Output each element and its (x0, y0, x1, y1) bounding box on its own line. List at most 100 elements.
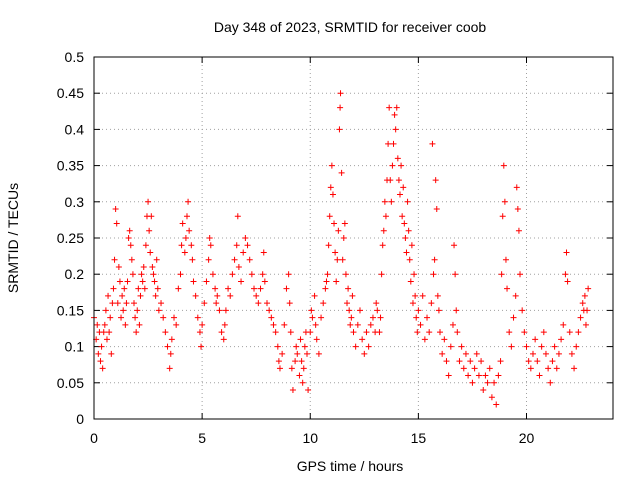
data-point (261, 278, 268, 285)
data-point (136, 321, 143, 328)
data-point (199, 321, 206, 328)
data-point (337, 104, 344, 111)
data-point (465, 372, 472, 379)
data-point (322, 285, 329, 292)
data-point (99, 365, 106, 372)
data-point (103, 336, 110, 343)
data-point (177, 271, 184, 278)
y-tick-label: 0.15 (57, 302, 84, 318)
data-point (350, 329, 357, 336)
data-point (393, 104, 400, 111)
data-point (138, 271, 145, 278)
data-point (171, 314, 178, 321)
data-point (212, 285, 219, 292)
data-point (214, 292, 221, 299)
data-point (131, 300, 138, 307)
data-point (244, 242, 251, 249)
data-point (251, 285, 258, 292)
data-point (378, 271, 385, 278)
data-point (216, 307, 223, 314)
data-point (312, 321, 319, 328)
data-point (102, 307, 109, 314)
data-point (577, 314, 584, 321)
data-point (346, 307, 353, 314)
data-point (493, 401, 500, 408)
data-point (196, 329, 203, 336)
data-point (325, 242, 332, 249)
y-tick-label: 0.3 (65, 194, 85, 210)
data-point (335, 227, 342, 234)
data-point (469, 379, 476, 386)
data-point (206, 235, 213, 241)
data-point (497, 358, 504, 365)
y-tick-label: 0.35 (57, 158, 84, 174)
data-point (337, 90, 344, 97)
data-point (443, 358, 450, 365)
data-point (495, 372, 502, 379)
data-point (207, 242, 214, 249)
data-point (218, 329, 225, 336)
data-point (134, 307, 141, 314)
data-point (527, 365, 534, 372)
data-point (292, 358, 299, 365)
data-point (192, 292, 199, 299)
data-point (363, 329, 370, 336)
data-point (313, 336, 320, 343)
data-point (582, 321, 589, 328)
data-point (112, 206, 119, 213)
data-point (286, 300, 293, 307)
data-point (185, 198, 192, 205)
data-point (166, 365, 173, 372)
data-point (432, 177, 439, 184)
data-point (585, 285, 592, 292)
data-point (551, 343, 558, 350)
x-tick-label: 5 (198, 430, 206, 446)
y-tick-label: 0.05 (57, 375, 84, 391)
x-tick-label: 20 (519, 430, 535, 446)
data-point (331, 220, 338, 227)
data-point (500, 162, 507, 169)
y-tick-label: 0 (76, 411, 84, 427)
data-point (164, 343, 171, 350)
data-point (447, 343, 454, 350)
data-point (498, 271, 505, 278)
data-point (179, 220, 186, 227)
data-point (116, 278, 123, 285)
data-point (141, 285, 148, 292)
data-point (356, 307, 363, 314)
axis-ticks: 0 0.05 0.1 0.15 0.2 0.25 0.3 0.35 0.4 0.45 0.5 0 5 10… (57, 49, 613, 446)
data-point (304, 350, 311, 357)
data-point (573, 343, 580, 350)
data-point (105, 292, 112, 299)
data-point (246, 256, 253, 263)
data-point (519, 307, 526, 314)
data-point (536, 372, 543, 379)
data-point (501, 198, 508, 205)
data-point (311, 292, 318, 299)
data-point (182, 235, 189, 241)
data-point (158, 300, 165, 307)
data-point (242, 235, 249, 241)
data-point (396, 191, 403, 198)
data-point (328, 162, 335, 169)
data-point (201, 300, 208, 307)
data-point (162, 329, 169, 336)
data-point (484, 379, 491, 386)
data-point (213, 300, 220, 307)
data-point (248, 271, 255, 278)
data-point (553, 365, 560, 372)
data-point (377, 314, 384, 321)
data-point (547, 379, 554, 386)
data-point (100, 329, 107, 336)
data-point (347, 321, 354, 328)
data-point (390, 140, 397, 147)
data-point (270, 321, 277, 328)
y-axis-label: SRMTID / TECUs (5, 183, 21, 293)
data-point (160, 314, 167, 321)
data-point (399, 213, 406, 220)
data-point (115, 263, 122, 270)
data-point (400, 184, 407, 191)
data-point (287, 329, 294, 336)
data-point (523, 343, 530, 350)
data-point (563, 249, 570, 256)
